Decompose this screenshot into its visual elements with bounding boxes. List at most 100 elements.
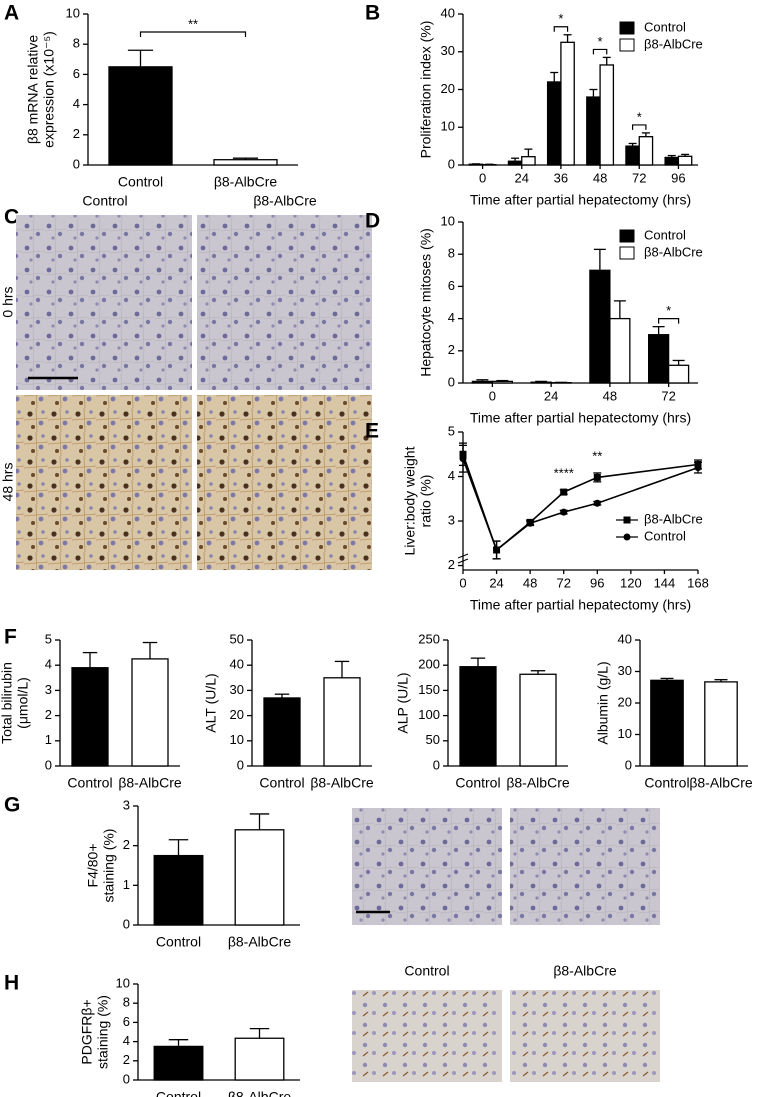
micrograph xyxy=(352,990,502,1082)
x-tick-label: 48 xyxy=(523,575,537,590)
y-tick-label: 150 xyxy=(418,682,440,697)
y-axis-label: Albumin (g/L) xyxy=(595,661,611,744)
marker xyxy=(694,464,702,472)
panel-label: E xyxy=(365,420,379,443)
significance-label: **** xyxy=(554,465,574,480)
marker xyxy=(593,473,601,481)
row-label: 48 hrs xyxy=(0,463,16,502)
significance-label: ** xyxy=(592,448,602,463)
panel-label: A xyxy=(4,2,19,25)
micrograph xyxy=(197,215,372,390)
bar xyxy=(586,96,601,166)
micrograph xyxy=(510,990,660,1082)
bar xyxy=(609,317,631,384)
y-tick-label: 4 xyxy=(448,468,455,483)
y-tick-label: 0 xyxy=(625,757,632,772)
x-tick-label: 144 xyxy=(654,575,676,590)
x-tick-label: 24 xyxy=(515,170,529,185)
bar xyxy=(131,658,169,767)
bar xyxy=(71,667,109,767)
bar xyxy=(625,145,640,166)
row-label: 0 hrs xyxy=(0,286,16,317)
marker xyxy=(560,508,568,516)
bar xyxy=(507,160,523,166)
x-tick-label: β8-AlbCre xyxy=(228,1089,292,1097)
legend-label: Control xyxy=(644,528,686,543)
legend-label: β8-AlbCre xyxy=(644,511,703,526)
y-tick-label: 4 xyxy=(45,657,52,672)
x-tick-label: Control xyxy=(455,775,500,791)
x-axis-label: Time after partial hepatectomy (hrs) xyxy=(470,192,691,208)
y-tick-label: 10 xyxy=(116,975,130,990)
x-tick-label: β8-AlbCre xyxy=(214,174,278,190)
x-tick-label: 72 xyxy=(661,388,675,403)
y-tick-label: 0 xyxy=(73,156,80,171)
y-tick-label: 40 xyxy=(618,631,632,646)
significance-bracket xyxy=(658,318,680,324)
x-tick-label: β8-AlbCre xyxy=(118,775,182,791)
y-tick-label: 50 xyxy=(426,732,440,747)
y-tick-label: 20 xyxy=(441,81,455,96)
y-tick-label: 0 xyxy=(237,757,244,772)
y-axis-label: Hepatocyte mitoses (%) xyxy=(418,228,434,377)
x-tick-label: β8-AlbCre xyxy=(228,934,292,950)
micrograph xyxy=(352,808,502,925)
y-tick-label: 5 xyxy=(45,631,52,646)
y-tick-label: 4 xyxy=(73,96,80,111)
x-tick-label: Control xyxy=(644,775,689,791)
y-axis-label: ratio (%) xyxy=(418,475,434,528)
panel-label: G xyxy=(4,794,20,817)
micrograph xyxy=(197,395,372,570)
y-tick-label: 6 xyxy=(448,278,455,293)
significance-bracket xyxy=(139,31,247,37)
y-tick-label: 10 xyxy=(441,119,455,134)
x-tick-label: 96 xyxy=(590,575,604,590)
y-axis-label: Total bilirubin xyxy=(0,662,15,744)
y-tick-label: 2 xyxy=(123,837,130,852)
axis-break xyxy=(457,553,469,564)
y-tick-label: 10 xyxy=(618,726,632,741)
y-tick-label: 0 xyxy=(448,374,455,389)
y-tick-label: 30 xyxy=(618,663,632,678)
y-tick-label: 40 xyxy=(230,657,244,672)
marker xyxy=(459,455,467,463)
y-tick-label: 0 xyxy=(433,757,440,772)
bar xyxy=(459,666,497,767)
bar xyxy=(648,334,670,384)
y-tick-label: 10 xyxy=(66,5,80,20)
y-axis-label: ALP (U/L) xyxy=(395,672,411,733)
y-tick-label: 8 xyxy=(73,36,80,51)
y-axis-label: PDGFRβ+ xyxy=(79,999,95,1064)
micrograph xyxy=(16,215,192,390)
x-tick-label: β8-AlbCre xyxy=(689,775,753,791)
x-tick-label: 72 xyxy=(556,575,570,590)
x-tick-label: β8-AlbCre xyxy=(310,775,374,791)
y-tick-label: 1 xyxy=(45,732,52,747)
x-axis-label: Time after partial hepatectomy (hrs) xyxy=(470,410,691,426)
y-tick-label: 30 xyxy=(441,43,455,58)
x-tick-label: 168 xyxy=(687,575,709,590)
x-tick-label: Control xyxy=(156,934,201,950)
line xyxy=(462,458,699,552)
bar xyxy=(530,381,552,384)
y-axis-label: expression (x10⁻⁵) xyxy=(41,31,57,148)
x-tick-label: β8-AlbCre xyxy=(506,775,570,791)
panel-label: D xyxy=(365,210,380,233)
bar xyxy=(108,66,173,166)
bar xyxy=(234,1037,285,1081)
bar xyxy=(323,677,361,767)
legend-swatch xyxy=(619,246,635,260)
panel-label: F xyxy=(4,626,17,649)
y-axis-label: F4/80+ xyxy=(85,844,101,888)
panel-label: C xyxy=(4,206,19,229)
significance-label: * xyxy=(598,34,603,49)
y-tick-label: 20 xyxy=(618,694,632,709)
marker xyxy=(493,546,501,554)
y-axis-label: (μmol/L) xyxy=(15,677,31,729)
y-tick-label: 2 xyxy=(45,707,52,722)
x-tick-label: 24 xyxy=(544,388,558,403)
x-tick-label: 0 xyxy=(479,170,486,185)
x-tick-label: 48 xyxy=(593,170,607,185)
legend-swatch xyxy=(619,21,635,35)
